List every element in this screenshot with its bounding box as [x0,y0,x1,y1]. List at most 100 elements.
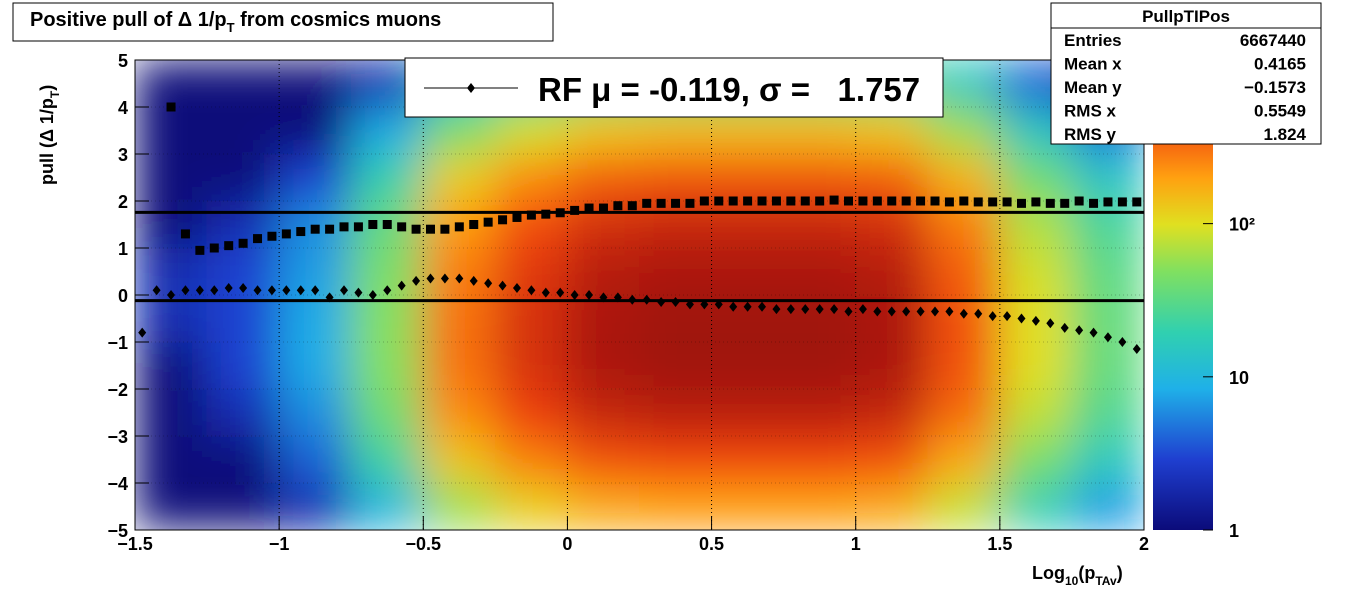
square-marker [382,220,392,229]
x-tick-label: 1 [851,534,861,554]
subscript: T [48,90,62,98]
diamond-marker [786,304,795,315]
heat-cell [135,106,208,155]
heat-cell [783,200,857,249]
diamond-marker [167,290,176,300]
text-part: Log [1032,563,1065,583]
heat-cell [566,341,640,390]
diamond-marker [743,301,752,312]
heat-cell [494,435,568,484]
diamond-marker [642,294,651,305]
diamond-marker [671,297,680,308]
diamond-marker [239,282,248,293]
heat-cell [278,60,352,108]
square-marker [771,196,781,206]
heat-cell [206,388,280,437]
square-marker [526,210,536,220]
square-marker [786,196,796,206]
heat-cell [639,435,713,484]
diamond-marker [224,282,233,293]
heat-cell [206,482,280,530]
heat-cell [927,388,1001,437]
diamond-marker [282,285,291,296]
heat-cell [783,482,857,530]
square-marker [656,198,666,208]
y-tick-label: 3 [118,145,128,165]
heat-cell [783,153,857,202]
x-tick-label: −0.5 [406,534,442,554]
x-tick-label: 0.5 [699,534,724,554]
square-marker [887,196,897,206]
diamond-marker [1046,318,1055,329]
heat-cell [206,341,280,390]
square-marker [627,201,637,211]
square-marker [368,220,378,229]
y-tick-label: 5 [118,51,128,71]
heat-cell [927,153,1001,202]
heat-cell [350,388,424,437]
square-marker [1117,197,1127,207]
diamond-marker [138,327,147,338]
square-marker [253,234,263,244]
square-marker [411,224,421,234]
square-marker [671,198,681,208]
diamond-marker [801,304,810,315]
heat-cell [135,482,208,530]
heat-cell [206,153,280,202]
diamond-marker [1031,315,1040,326]
diamond-marker [512,282,521,293]
heat-cell [855,341,929,390]
square-marker [584,203,594,213]
square-marker [728,196,738,206]
heat-cell [639,247,713,296]
heat-cell [135,388,208,437]
square-marker [1060,198,1070,208]
heat-cell [855,482,929,530]
stats-value: 1.824 [1263,125,1306,144]
square-marker [1002,197,1012,207]
diamond-marker [873,306,882,317]
heat-cell [1071,341,1144,390]
heat-cell [855,435,929,484]
heat-cell [206,294,280,343]
square-marker [699,196,709,206]
diamond-marker [1089,327,1098,338]
heat-cell [278,341,352,390]
heat-cell [711,341,785,390]
heat-cell [494,341,568,390]
stats-box [1050,2,1322,145]
diamond-marker [455,273,464,284]
square-marker [454,222,464,232]
y-tick-label: 2 [118,192,128,212]
square-marker [166,102,176,112]
heat-cell [639,388,713,437]
square-marker [829,195,839,205]
heat-cell [855,200,929,249]
square-marker [1074,196,1084,206]
x-tick-label: −1.5 [117,534,153,554]
z-tick-label: 10 [1229,368,1249,388]
square-marker [296,227,306,237]
heat-cell [135,294,208,343]
heat-cell [999,341,1073,390]
diamond-marker [440,273,449,284]
square-marker [757,196,767,206]
diamond-marker [253,285,262,296]
square-marker [743,196,753,206]
diamond-marker [714,299,723,310]
stats-title: PullpTIPos [1142,7,1230,26]
heat-cell [566,482,640,530]
heat-cell [206,106,280,155]
heat-cell [639,341,713,390]
diamond-marker [467,83,475,93]
heat-cell [1071,200,1144,249]
diamond-marker [325,292,334,303]
diamond-marker [541,287,550,298]
heat-cell [855,388,929,437]
heat-cell [783,247,857,296]
diamond-marker [181,285,190,296]
diamond-marker [887,306,896,317]
heat-cell [135,200,208,249]
y-tick-label: 4 [118,98,128,118]
stats-value: 6667440 [1240,31,1306,50]
